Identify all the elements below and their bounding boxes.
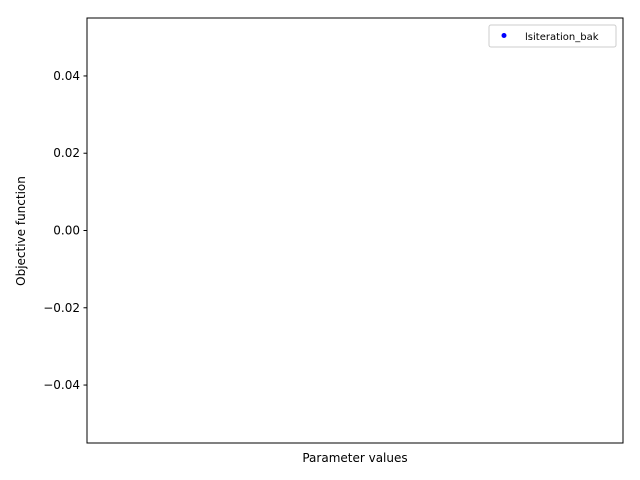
y-tick-label: −0.02 xyxy=(43,301,80,315)
legend: lsiteration_bak xyxy=(488,24,617,48)
legend-entry-label: lsiteration_bak xyxy=(525,32,599,43)
y-tick-label: −0.04 xyxy=(43,378,80,392)
legend-box xyxy=(488,24,617,48)
plot-frame xyxy=(86,17,624,444)
y-tick-label: 0.04 xyxy=(53,69,80,83)
y-axis-label: Objective function xyxy=(14,176,28,286)
y-tick-label: 0.02 xyxy=(53,146,80,160)
plot-area xyxy=(87,18,623,443)
y-tick-label: 0.00 xyxy=(53,224,80,238)
x-axis-label: Parameter values xyxy=(302,451,407,465)
y-axis: 0.04 0.02 0.00 −0.02 −0.04 xyxy=(43,69,87,392)
legend-marker-dot xyxy=(501,33,507,38)
